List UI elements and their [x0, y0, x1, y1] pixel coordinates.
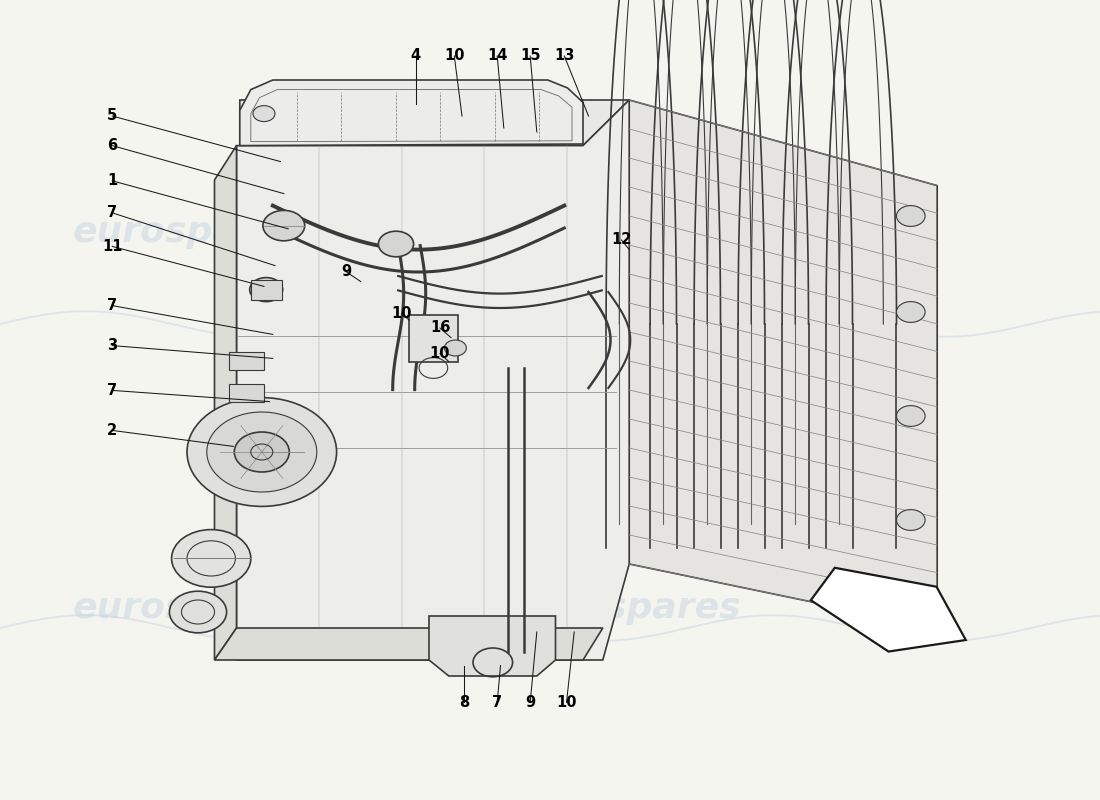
Polygon shape: [811, 568, 966, 651]
Circle shape: [250, 278, 283, 302]
Circle shape: [263, 210, 305, 241]
Text: 12: 12: [612, 233, 631, 247]
Text: 14: 14: [487, 49, 507, 63]
Text: 9: 9: [341, 265, 352, 279]
Circle shape: [896, 604, 925, 625]
Bar: [251, 280, 282, 300]
Polygon shape: [214, 146, 236, 660]
Circle shape: [234, 432, 289, 472]
Text: 15: 15: [520, 49, 540, 63]
Circle shape: [378, 231, 414, 257]
Text: 7: 7: [107, 206, 118, 220]
Polygon shape: [214, 628, 603, 660]
Circle shape: [207, 412, 317, 492]
Polygon shape: [236, 100, 629, 660]
Text: 7: 7: [107, 383, 118, 398]
Circle shape: [896, 206, 925, 226]
Polygon shape: [629, 100, 937, 628]
Text: 2: 2: [107, 423, 118, 438]
Circle shape: [172, 530, 251, 587]
Circle shape: [444, 340, 466, 356]
Text: 16: 16: [430, 321, 450, 335]
Circle shape: [896, 406, 925, 426]
Text: 1: 1: [107, 174, 118, 188]
Text: 7: 7: [492, 695, 503, 710]
Text: 11: 11: [102, 239, 122, 254]
Text: 5: 5: [107, 109, 118, 123]
Text: eurospares: eurospares: [73, 215, 301, 249]
Text: eurospares: eurospares: [513, 215, 741, 249]
Polygon shape: [240, 100, 629, 146]
Text: 13: 13: [554, 49, 574, 63]
Text: 3: 3: [107, 338, 118, 353]
Circle shape: [896, 302, 925, 322]
Text: 10: 10: [557, 695, 576, 710]
Text: 8: 8: [459, 695, 470, 710]
Text: 10: 10: [392, 306, 411, 321]
Text: 4: 4: [410, 49, 421, 63]
Polygon shape: [429, 616, 556, 676]
Circle shape: [187, 398, 337, 506]
Circle shape: [169, 591, 227, 633]
Text: eurospares: eurospares: [73, 591, 301, 625]
Polygon shape: [240, 80, 583, 146]
Text: 6: 6: [107, 138, 118, 153]
Text: eurospares: eurospares: [513, 591, 741, 625]
Bar: [409, 315, 458, 362]
Text: 7: 7: [107, 298, 118, 313]
Text: 10: 10: [430, 346, 450, 361]
Bar: [229, 352, 264, 370]
Text: 10: 10: [444, 49, 464, 63]
Text: 9: 9: [525, 695, 536, 710]
Circle shape: [253, 106, 275, 122]
Bar: [229, 384, 264, 402]
Circle shape: [896, 510, 925, 530]
